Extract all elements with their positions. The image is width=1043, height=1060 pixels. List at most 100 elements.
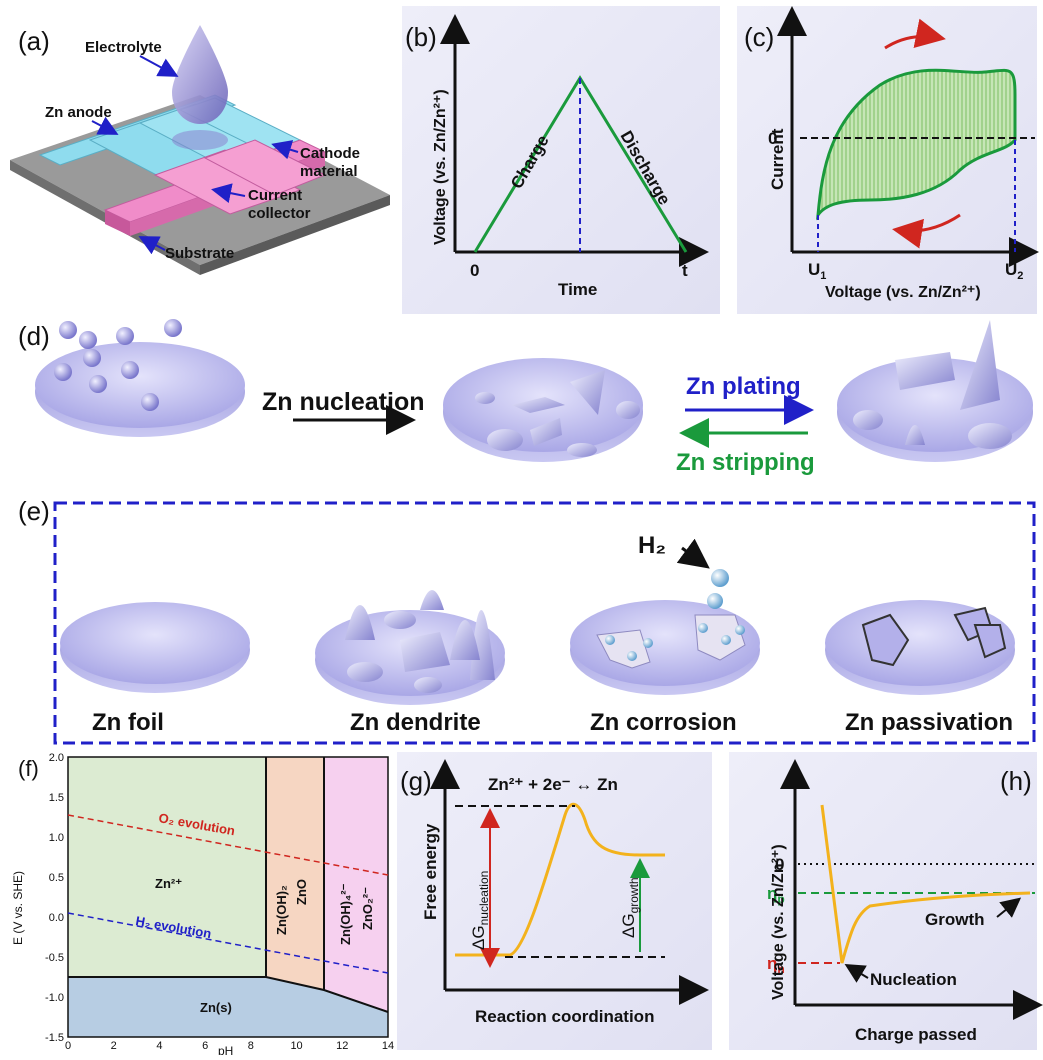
panel-c-tick-u1: U1 — [808, 260, 826, 282]
panel-f-y-tick: 2.0 — [49, 752, 64, 764]
panel-g: (g) Zn²⁺ + 2e⁻ ↔ Zn ΔGnucleation ΔGgrowt… — [397, 752, 712, 1050]
panel-h: (h) 0 ηp ηn Growth Nucleation Voltage (v… — [729, 752, 1043, 1050]
disc-zn-foil — [60, 602, 250, 693]
panel-label-b: (b) — [405, 22, 437, 52]
disc-zn-corrosion — [570, 569, 760, 695]
panel-c-tick-0: 0 — [768, 129, 777, 148]
label-zn-plating: Zn plating — [686, 373, 801, 400]
label-zn-nucleation: Zn nucleation — [262, 388, 425, 416]
panel-f: (f) O₂ evolution H₂ evolution Zn²⁺ Zn(OH… — [11, 752, 394, 1058]
panel-b-tick-t: t — [682, 261, 688, 280]
label-electrolyte: Electrolyte — [85, 39, 162, 56]
label-cathode-1: Cathode — [300, 145, 360, 162]
electrolyte-droplet — [172, 25, 228, 124]
panel-e: (e) Zn foil Zn dendrite — [18, 496, 1036, 745]
disc-before-nucleation — [35, 342, 245, 437]
panel-f-x-tick: 10 — [290, 1040, 302, 1052]
label-current-2: collector — [248, 205, 311, 222]
label-dg-growth: ΔGgrowth — [619, 877, 641, 938]
label-zn2plus: Zn²⁺ — [155, 876, 182, 891]
reaction-equation: Zn²⁺ + 2e⁻ ↔ Zn — [488, 775, 618, 794]
panel-f-y-label: E (V vs. SHE) — [11, 871, 25, 945]
label-cathode-2: material — [300, 163, 358, 180]
panel-b-tick-0: 0 — [470, 261, 479, 280]
panel-h-x-label: Charge passed — [855, 1025, 977, 1044]
panel-label-a: (a) — [18, 26, 50, 56]
panel-f-y-tick: -1.5 — [45, 1032, 64, 1044]
disc-after-plating — [837, 320, 1033, 462]
nucleation-pointer — [844, 963, 869, 983]
droplet-puddle — [172, 130, 228, 150]
disc-zn-dendrite — [315, 590, 505, 705]
panel-f-x-label: pH — [218, 1044, 233, 1055]
panel-f-y-tick: -0.5 — [45, 952, 64, 964]
label-current-1: Current — [248, 187, 302, 204]
panel-label-e: (e) — [18, 496, 50, 526]
zn-ions — [54, 319, 182, 411]
free-energy-curve — [455, 802, 665, 957]
panel-label-d: (d) — [18, 321, 50, 351]
label-eta-p: ηp — [767, 884, 785, 906]
label-zn-passivation: Zn passivation — [845, 709, 1013, 736]
panel-g-x-label: Reaction coordination — [475, 1007, 654, 1026]
label-eta-n: ηn — [767, 954, 785, 976]
cv-loop — [816, 68, 1017, 221]
h2-arrow — [676, 538, 710, 569]
label-znoh2: Zn(OH)₂ — [274, 885, 289, 935]
panel-b-y-label: Voltage (vs. Zn/Zn²⁺) — [432, 89, 449, 245]
panel-g-y-label: Free energy — [421, 823, 440, 920]
panel-f-x-tick: 12 — [336, 1040, 348, 1052]
panel-c-y-label: Current — [768, 128, 787, 190]
substrate-edge-right — [200, 195, 390, 275]
panel-h-background — [729, 752, 1037, 1050]
label-zn-solid: Zn(s) — [200, 1000, 232, 1015]
h2-evolution-line — [67, 912, 389, 974]
panel-e-dashed-frame — [53, 501, 1036, 745]
label-h2: H₂ — [638, 532, 666, 559]
panel-f-x-tick: 8 — [248, 1040, 254, 1052]
cathode-electrode — [103, 139, 327, 236]
panel-a: (a) Electrolyte Zn anode Cathode materia… — [10, 25, 390, 275]
panel-f-y-tick: 0.0 — [49, 912, 64, 924]
panel-f-y-tick: 0.5 — [49, 872, 64, 884]
panel-f-y-ticks: 2.0 1.5 1.0 0.5 0.0 -0.5 -1.0 -1.5 — [45, 752, 64, 1044]
panel-c-tick-u2: U2 — [1005, 260, 1023, 282]
label-zn-dendrite: Zn dendrite — [350, 709, 481, 736]
panel-f-x-tick: 2 — [111, 1040, 117, 1052]
panel-f-x-tick: 6 — [202, 1040, 208, 1052]
label-znoh4: Zn(OH)₄²⁻ — [338, 883, 353, 945]
voltage-curve — [820, 804, 1031, 964]
panel-c-x-label: Voltage (vs. Zn/Zn²⁺) — [825, 284, 981, 301]
panel-h-tick-0: 0 — [775, 855, 784, 874]
panel-h-y-label: Voltage (vs. Zn/Zn²⁺) — [770, 844, 787, 1000]
panel-f-y-tick: 1.0 — [49, 832, 64, 844]
panel-label-g: (g) — [400, 766, 432, 796]
growth-arrow — [996, 897, 1022, 918]
label-substrate: Substrate — [165, 245, 234, 262]
pourbaix-regions — [68, 757, 389, 1037]
label-nucleation: Nucleation — [870, 970, 957, 989]
label-dg-nucleation: ΔGnucleation — [469, 871, 491, 950]
label-zn-stripping: Zn stripping — [676, 449, 815, 476]
panel-f-frame — [67, 756, 389, 1038]
panel-f-x-tick: 14 — [382, 1040, 394, 1052]
panel-b: (b) Voltage (vs. Zn/Zn²⁺) Time 0 t Charg… — [402, 6, 720, 314]
panel-f-y-tick: 1.5 — [49, 792, 64, 804]
label-zno2: ZnO₂²⁻ — [360, 887, 375, 930]
panel-b-x-label: Time — [558, 280, 597, 299]
panel-c: (c) Current 0 U1 U2 Voltage (vs. Zn/Zn²⁺… — [737, 6, 1039, 314]
panel-label-f: (f) — [18, 756, 39, 781]
panel-label-h: (h) — [1000, 766, 1032, 796]
label-zn-foil: Zn foil — [92, 709, 164, 736]
disc-zn-passivation — [825, 600, 1015, 695]
panel-f-x-tick: 4 — [156, 1040, 162, 1052]
label-zn-anode: Zn anode — [45, 104, 112, 121]
panel-d: (d) Zn nucleation — [18, 319, 1033, 476]
panel-g-background — [397, 752, 712, 1050]
cv-arrow-reverse — [892, 213, 961, 249]
cv-arrow-forward — [884, 18, 946, 50]
panel-f-x-ticks: 0 2 4 6 8 10 12 14 — [65, 1040, 394, 1052]
o2-evolution-line — [67, 814, 389, 876]
panel-f-x-tick: 0 — [65, 1040, 71, 1052]
